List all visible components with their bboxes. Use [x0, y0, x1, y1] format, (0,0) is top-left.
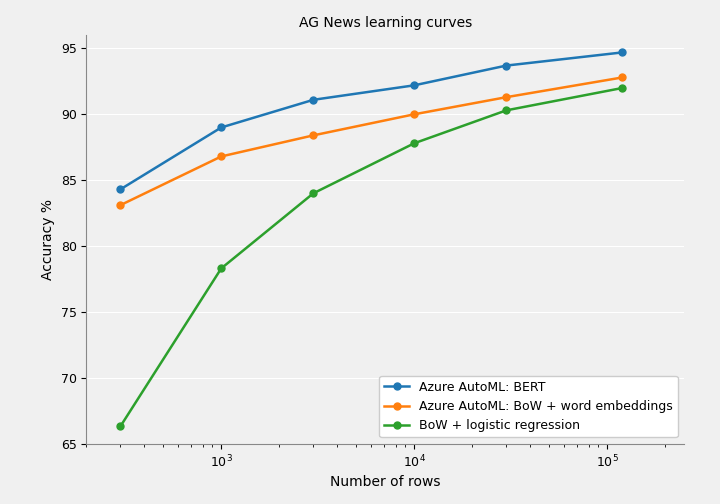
Legend: Azure AutoML: BERT, Azure AutoML: BoW + word embeddings, BoW + logistic regressi: Azure AutoML: BERT, Azure AutoML: BoW + …	[379, 376, 678, 437]
Title: AG News learning curves: AG News learning curves	[299, 16, 472, 30]
Azure AutoML: BERT: (1e+04, 92.2): BERT: (1e+04, 92.2)	[410, 82, 418, 88]
Line: BoW + logistic regression: BoW + logistic regression	[117, 85, 626, 430]
Line: Azure AutoML: BoW + word embeddings: Azure AutoML: BoW + word embeddings	[117, 74, 626, 209]
BoW + logistic regression	[309, 191, 318, 197]
Azure AutoML: BERT: (1e+03, 89): BERT: (1e+03, 89)	[217, 124, 225, 131]
Azure AutoML: BoW + word embeddings: (3e+04, 91.3): BoW + word embeddings: (3e+04, 91.3)	[502, 94, 510, 100]
Azure AutoML: BERT: (1.2e+05, 94.7): BERT: (1.2e+05, 94.7)	[618, 49, 627, 55]
Azure AutoML: BERT: (3e+04, 93.7): BERT: (3e+04, 93.7)	[502, 62, 510, 69]
Y-axis label: Accuracy %: Accuracy %	[41, 199, 55, 280]
BoW + logistic regression	[116, 423, 125, 429]
BoW + logistic regression	[410, 140, 418, 146]
X-axis label: Number of rows: Number of rows	[330, 475, 441, 489]
Azure AutoML: BoW + word embeddings: (300, 83.1): BoW + word embeddings: (300, 83.1)	[116, 202, 125, 208]
BoW + logistic regression	[502, 107, 510, 113]
Azure AutoML: BoW + word embeddings: (1e+04, 90): BoW + word embeddings: (1e+04, 90)	[410, 111, 418, 117]
BoW + logistic regression	[618, 85, 627, 91]
Line: Azure AutoML: BERT: Azure AutoML: BERT	[117, 49, 626, 193]
Azure AutoML: BoW + word embeddings: (1.2e+05, 92.8): BoW + word embeddings: (1.2e+05, 92.8)	[618, 75, 627, 81]
Azure AutoML: BERT: (3e+03, 91.1): BERT: (3e+03, 91.1)	[309, 97, 318, 103]
Azure AutoML: BoW + word embeddings: (3e+03, 88.4): BoW + word embeddings: (3e+03, 88.4)	[309, 133, 318, 139]
Azure AutoML: BERT: (300, 84.3): BERT: (300, 84.3)	[116, 186, 125, 193]
Azure AutoML: BoW + word embeddings: (1e+03, 86.8): BoW + word embeddings: (1e+03, 86.8)	[217, 153, 225, 159]
BoW + logistic regression	[217, 265, 225, 271]
